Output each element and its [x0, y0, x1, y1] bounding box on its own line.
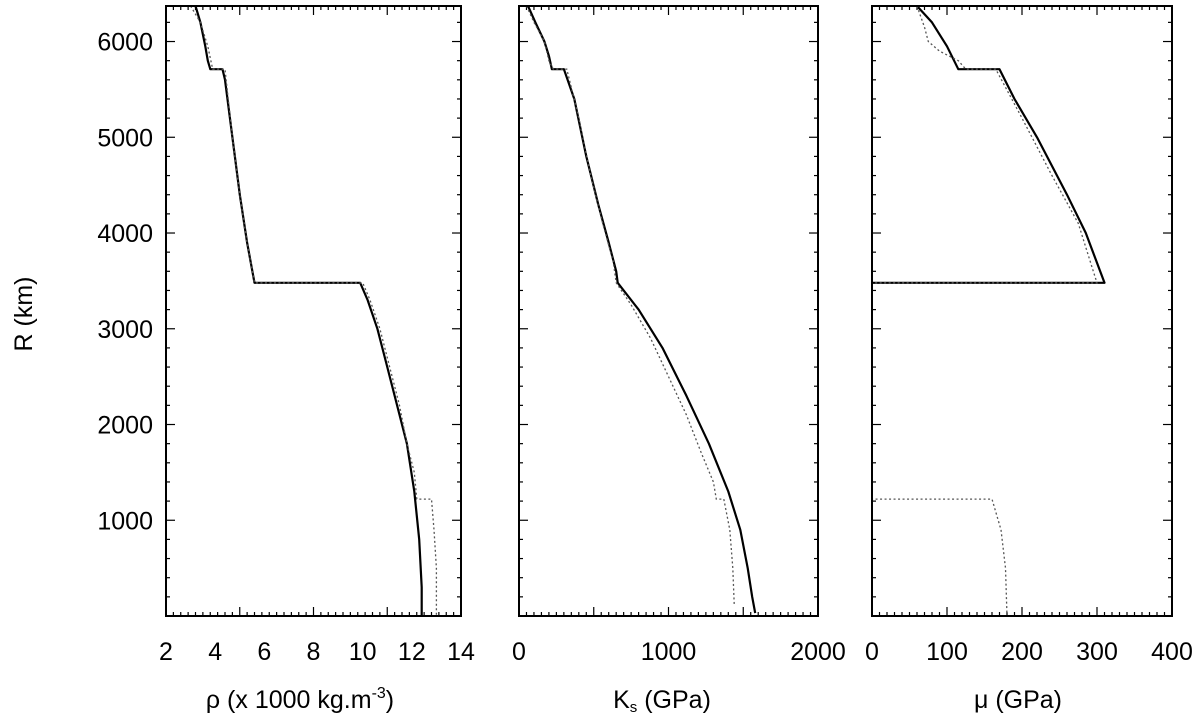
- reference-profile-line: [525, 5, 735, 607]
- panel-3-series: [871, 5, 1106, 617]
- panel-3-ticks: [871, 6, 1173, 617]
- panel-2-frame: [518, 5, 819, 617]
- x-tick-label: 0: [512, 638, 526, 666]
- panel-2-ticks: [518, 6, 819, 617]
- panel-3-x-axis-title: μ (GPa): [974, 686, 1062, 714]
- panel-2-x-tick-labels: 0 1000 2000: [512, 638, 846, 666]
- x-tick-label: 2000: [790, 638, 846, 666]
- panel-2-series: [525, 5, 757, 614]
- x-tick-label: 400: [1151, 638, 1193, 666]
- x-tick-label: 12: [398, 638, 426, 666]
- model-profile-line: [872, 5, 1106, 284]
- panel-1-x-tick-labels: 2 4 6 8 10 12 14: [159, 638, 475, 666]
- x-tick-label: 100: [926, 638, 968, 666]
- model-profile-line: [526, 5, 757, 614]
- shear-modulus-panel: 0 100 200 300 400 μ (GPa): [865, 5, 1193, 714]
- x-tick-label: 2: [159, 638, 173, 666]
- y-tick-label: 4000: [97, 220, 153, 248]
- x-tick-label: 4: [208, 638, 222, 666]
- panel-1-x-axis-title: ρ (x 1000 kg.m-3): [206, 685, 394, 714]
- panel-3-x-tick-labels: 0 100 200 300 400: [865, 638, 1193, 666]
- panel-2-x-axis-title-main: K: [613, 686, 630, 714]
- panel-1-x-axis-title-post: ): [386, 686, 394, 714]
- bulk-modulus-panel: 0 1000 2000 Ks (GPa): [512, 5, 846, 716]
- panel-2-x-axis-title-post: (GPa): [637, 686, 711, 714]
- y-axis-title: R (km): [10, 277, 38, 352]
- panel-1-series: [190, 5, 438, 616]
- y-tick-label: 3000: [97, 316, 153, 344]
- density-panel: 1000 2000 3000 4000 5000 6000 2 4 6 8 10 12 14 ρ (x…: [97, 5, 475, 714]
- y-tick-label: 2000: [97, 412, 153, 440]
- reference-profile-line: [190, 5, 438, 616]
- panel-3-frame: [871, 5, 1173, 617]
- x-tick-label: 200: [1001, 638, 1043, 666]
- y-tick-label: 6000: [97, 29, 153, 57]
- panel-2-x-axis-title-sub: s: [630, 699, 638, 716]
- reference-profile-line: [871, 5, 1098, 617]
- panel-2-x-axis-title: Ks (GPa): [613, 686, 711, 716]
- model-profile-line: [194, 5, 423, 616]
- panel-1-frame: [165, 5, 462, 617]
- x-tick-label: 14: [447, 638, 475, 666]
- y-tick-label: 1000: [97, 507, 153, 535]
- panel-1-x-axis-title-sup: -3: [372, 685, 386, 702]
- x-tick-label: 1000: [641, 638, 697, 666]
- panel-1-y-tick-labels: 1000 2000 3000 4000 5000 6000: [97, 29, 153, 536]
- x-tick-label: 10: [349, 638, 377, 666]
- panel-1-x-axis-title-main: ρ (x 1000 kg.m: [206, 686, 372, 714]
- y-tick-label: 5000: [97, 124, 153, 152]
- x-tick-label: 6: [257, 638, 271, 666]
- panel-3-x-axis-title-main: μ (GPa): [974, 686, 1062, 714]
- x-tick-label: 8: [307, 638, 321, 666]
- x-tick-label: 0: [865, 638, 879, 666]
- x-tick-label: 300: [1076, 638, 1118, 666]
